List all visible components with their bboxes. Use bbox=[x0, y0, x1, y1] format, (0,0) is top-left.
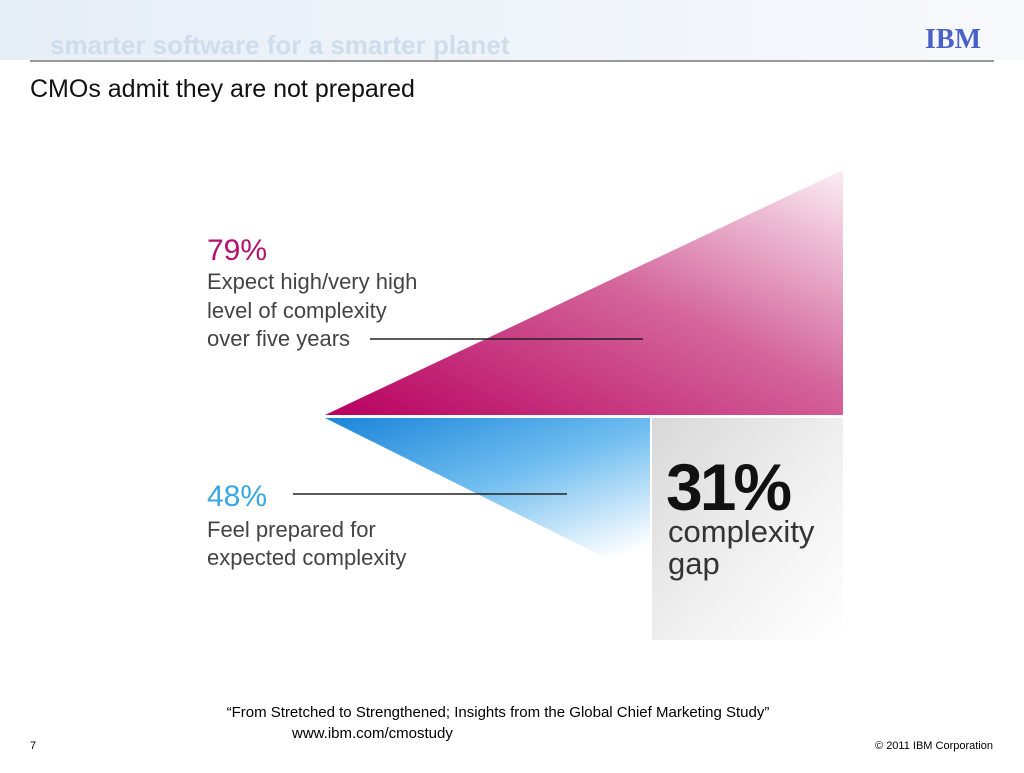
copyright: © 2011 IBM Corporation bbox=[875, 740, 993, 752]
gap-line: complexity bbox=[668, 514, 815, 549]
banner-text: smarter software for a smarter planet bbox=[50, 30, 510, 60]
banner bbox=[0, 0, 1024, 60]
gap-block bbox=[652, 418, 843, 640]
slide-title: CMOs admit they are not prepared bbox=[30, 75, 415, 103]
gap-figure: 31% bbox=[666, 450, 790, 524]
upper-figure: 79% bbox=[207, 234, 267, 267]
page-number: 7 bbox=[30, 740, 36, 752]
logo: IBM bbox=[925, 24, 981, 55]
lower-wedge bbox=[325, 418, 650, 580]
lower-line: Feel prepared for bbox=[207, 517, 376, 542]
lower-line: expected complexity bbox=[207, 545, 406, 570]
upper-wedge bbox=[325, 170, 843, 415]
lower-figure: 48% bbox=[207, 480, 267, 513]
upper-line: level of complexity bbox=[207, 298, 387, 323]
upper-line: over five years bbox=[207, 326, 350, 351]
source: “From Stretched to Strengthened; Insight… bbox=[227, 704, 770, 721]
source-url: www.ibm.com/cmostudy bbox=[291, 725, 453, 742]
gap-line: gap bbox=[668, 546, 720, 581]
upper-line: Expect high/very high bbox=[207, 269, 417, 294]
